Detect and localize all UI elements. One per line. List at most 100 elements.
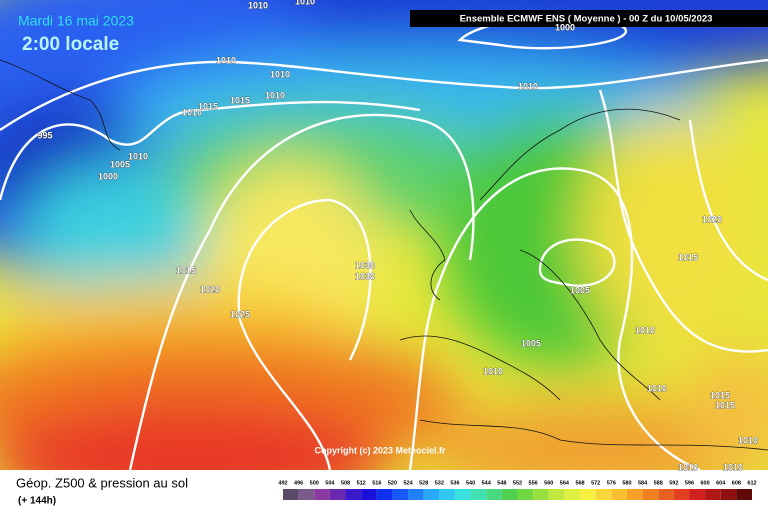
scale-swatch <box>673 489 690 500</box>
scale-label: 568 <box>575 480 584 486</box>
isobar-label: 1010 <box>270 69 290 79</box>
isobar-label: 1005 <box>110 159 130 169</box>
footer-range: (+ 144h) <box>18 496 56 507</box>
scale-swatch <box>376 489 393 500</box>
header: Ensemble ECMWF ENS ( Moyenne ) - 00 Z du… <box>460 14 713 25</box>
isobar-label: 1005 <box>570 285 590 295</box>
isobar-label: 1030 <box>355 271 375 281</box>
isobar-label: 1020 <box>702 214 722 224</box>
scale-label: 580 <box>622 480 631 486</box>
scale-label: 556 <box>529 480 538 486</box>
scale-swatch <box>486 489 502 500</box>
isobar-label: 1000 <box>98 171 118 181</box>
scale-label: 500 <box>310 480 319 486</box>
scale-label: 528 <box>419 480 428 486</box>
isobar-label: 1010 <box>128 151 148 161</box>
scale-label: 584 <box>638 480 648 486</box>
scale-swatch <box>361 489 377 500</box>
scale-swatch <box>533 489 549 500</box>
scale-swatch <box>517 489 534 500</box>
scale-label: 512 <box>357 480 366 486</box>
isobar-label: 1010 <box>182 107 202 117</box>
isobar-label: 1010 <box>248 0 268 10</box>
isobar-label: 1010 <box>483 366 503 376</box>
scale-swatch <box>642 489 659 500</box>
scale-label: 492 <box>278 480 287 486</box>
scale-swatch <box>454 489 471 500</box>
scale-swatch <box>298 489 315 500</box>
copyright: Copyright (c) 2023 Meteociel.fr <box>314 445 446 455</box>
isobar-label: 1010 <box>295 0 315 6</box>
scale-label: 536 <box>450 480 459 486</box>
scale-swatch <box>314 489 330 500</box>
scale-label: 576 <box>607 480 616 486</box>
scale-label: 544 <box>482 480 492 486</box>
isobar-label: 1010 <box>738 435 758 445</box>
scale-label: 592 <box>669 480 678 486</box>
isobar-label: 1020 <box>200 284 220 294</box>
scale-swatch <box>548 489 565 500</box>
scale-label: 608 <box>732 480 741 486</box>
isobar-label: 1015 <box>198 101 218 111</box>
isobar-label: 1015 <box>710 390 730 400</box>
isobar-label: 1015 <box>176 265 196 275</box>
isobar-label: 1015 <box>678 252 698 262</box>
scale-label: 560 <box>544 480 553 486</box>
scale-label: 516 <box>372 480 381 486</box>
isobar-label: 1010 <box>678 462 698 472</box>
scale-swatch <box>470 489 487 500</box>
scale-swatch <box>611 489 627 500</box>
scale-label: 596 <box>685 480 694 486</box>
scale-label: 552 <box>513 480 522 486</box>
scale-swatch <box>423 489 440 500</box>
isobar-label: 1030 <box>355 260 375 270</box>
scale-swatch <box>439 489 455 500</box>
scale-label: 504 <box>325 480 335 486</box>
scale-swatch <box>658 489 674 500</box>
scale-swatch <box>736 489 752 500</box>
isobar-label: 1010 <box>723 462 743 472</box>
scale-swatch <box>345 489 362 500</box>
scale-label: 508 <box>341 480 350 486</box>
scale-label: 604 <box>716 480 726 486</box>
header-box <box>410 10 768 27</box>
scale-label: 612 <box>747 480 756 486</box>
date: Mardi 16 mai 2023 <box>18 13 134 29</box>
scale-swatch <box>329 489 346 500</box>
isobar-label: 1015 <box>230 95 250 105</box>
scale-swatch <box>501 489 518 500</box>
scale-label: 532 <box>435 480 444 486</box>
scale-swatch <box>705 489 721 500</box>
isobar-label: 1010 <box>518 81 538 91</box>
isobar-label: 1010 <box>647 383 667 393</box>
scale-swatch <box>626 489 643 500</box>
isobar-label: 1010 <box>216 55 236 65</box>
scale-label: 588 <box>654 480 663 486</box>
scale-label: 600 <box>701 480 710 486</box>
scale-label: 564 <box>560 480 570 486</box>
scale-swatch <box>283 489 299 500</box>
isobar-label: 1015 <box>715 400 735 410</box>
isobars <box>0 16 768 470</box>
coastlines <box>0 59 768 451</box>
scale-swatch <box>689 489 706 500</box>
isobar-label: 995 <box>37 130 52 140</box>
scale-swatch <box>720 489 737 500</box>
scale-label: 496 <box>294 480 303 486</box>
isobar-label: 1000 <box>555 22 575 32</box>
scale-label: 520 <box>388 480 397 486</box>
scale-swatch <box>392 489 409 500</box>
scale-label: 572 <box>591 480 600 486</box>
footer-title: Géop. Z500 & pression au sol <box>16 475 188 490</box>
scale-swatch <box>564 489 581 500</box>
scale-label: 524 <box>403 480 413 486</box>
isobar-label: 1010 <box>265 90 285 100</box>
color-scale: 492 496 500 504 508 512 516 520 524 528 532 536 540 5… <box>278 480 757 500</box>
isobar-label: 1025 <box>230 309 250 319</box>
scale-swatch <box>595 489 612 500</box>
scale-swatch <box>408 489 424 500</box>
